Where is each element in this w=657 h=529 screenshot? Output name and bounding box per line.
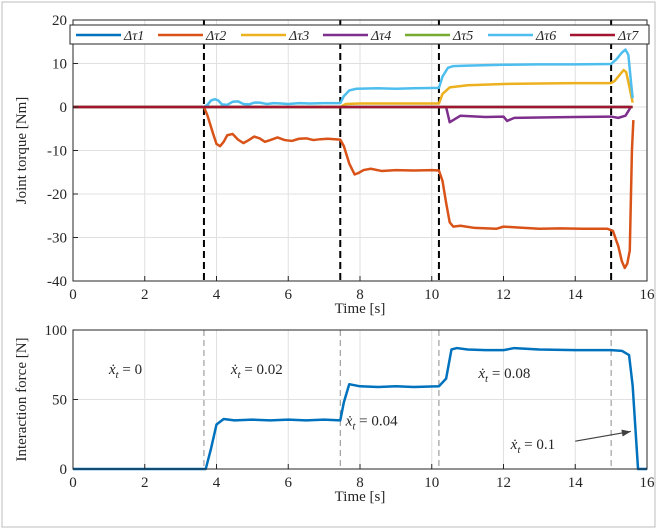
- rate-value: = 0.02: [241, 362, 283, 378]
- rate-subscript: t: [352, 420, 356, 432]
- x-tick-label: 16: [640, 475, 656, 491]
- rate-symbol: ẋ: [510, 437, 518, 453]
- rate-subscript: t: [485, 373, 489, 385]
- torque-legend: Δτ1 Δτ2 Δτ3 Δτ4 Δτ5 Δτ6 Δτ7: [69, 24, 650, 45]
- force-plot: 0 2 4 6 8 10 12 14 16 100 50 0 Interaction force […: [14, 323, 655, 505]
- legend-entry-7: Δτ7: [617, 29, 639, 44]
- y-tick-label: -10: [47, 144, 67, 160]
- force-x-label: Time [s]: [335, 489, 386, 505]
- rate-annotation: ẋt = 0.08: [477, 366, 530, 385]
- rate-symbol: ẋ: [108, 362, 116, 378]
- rate-symbol: ẋ: [230, 362, 238, 378]
- rate-symbol: ẋ: [345, 413, 353, 429]
- torque-y-ticks: 20 10 0 -10 -20 -30 -40: [47, 13, 78, 290]
- y-tick-label: -40: [47, 274, 67, 290]
- x-tick-label: 12: [496, 475, 511, 491]
- rate-value: = 0.04: [355, 413, 398, 429]
- legend-entry-5: Δτ5: [452, 29, 473, 44]
- series-line-4: [73, 105, 632, 124]
- force-series: [73, 346, 647, 471]
- x-tick-label: 16: [640, 287, 656, 303]
- y-tick-label: -30: [47, 231, 67, 247]
- legend-entry-3: Δτ3: [288, 29, 309, 44]
- legend-entry-6: Δτ6: [535, 29, 556, 44]
- series-line-3: [73, 68, 634, 109]
- legend-entry-4: Δτ4: [370, 29, 391, 44]
- x-tick-label: 10: [424, 475, 439, 491]
- rate-annotation: ẋt = 0.04: [345, 413, 398, 432]
- rate-symbol: ẋ: [477, 366, 485, 382]
- legend-entry-1: Δτ1: [123, 29, 144, 44]
- legend-entry-2: Δτ2: [205, 29, 226, 44]
- x-tick-label: 6: [285, 475, 293, 491]
- y-tick-label: 10: [52, 57, 67, 73]
- torque-plot: 0 2 4 6 8 10 12 14 16 20 10 0 -10 -20 -30 -40 Joint to…: [14, 13, 655, 317]
- force-y-ticks: 100 50 0: [45, 323, 78, 478]
- x-tick-label: 4: [213, 287, 221, 303]
- y-tick-label: 0: [60, 100, 68, 116]
- y-tick-label: 50: [52, 393, 67, 409]
- y-tick-label: 20: [52, 13, 67, 29]
- rate-subscript: t: [116, 369, 120, 381]
- rate-value: = 0.08: [488, 366, 530, 382]
- rate-value: = 0: [119, 362, 142, 378]
- y-tick-label: 100: [45, 323, 68, 339]
- x-tick-label: 10: [424, 287, 439, 303]
- annotation-arrow-line: [575, 430, 631, 442]
- force-phase-lines: [203, 330, 612, 469]
- x-tick-label: 6: [285, 287, 293, 303]
- x-tick-label: 14: [568, 287, 584, 303]
- force-y-label: Interaction force [N]: [14, 337, 30, 461]
- rate-subscript: t: [517, 444, 521, 456]
- torque-series: [73, 48, 635, 270]
- x-tick-label: 14: [568, 475, 584, 491]
- series-line-1: [73, 346, 647, 471]
- series-line-6: [203, 48, 634, 109]
- force-x-ticks: 0 2 4 6 8 10 12 14 16: [69, 464, 655, 491]
- rate-subscript: t: [238, 369, 242, 381]
- rate-annotation: ẋt = 0.02: [230, 362, 283, 381]
- series-line-2: [73, 105, 635, 270]
- x-tick-label: 2: [141, 475, 149, 491]
- y-tick-label: -20: [47, 187, 67, 203]
- torque-x-label: Time [s]: [335, 301, 386, 317]
- rate-annotation: ẋt = 0.1: [510, 437, 555, 456]
- x-tick-label: 0: [69, 475, 77, 491]
- rate-value: = 0.1: [520, 437, 555, 453]
- x-tick-label: 8: [356, 475, 364, 491]
- x-tick-label: 4: [213, 475, 221, 491]
- rate-annotation: ẋt = 0: [108, 362, 142, 381]
- x-tick-label: 12: [496, 287, 511, 303]
- y-tick-label: 0: [60, 462, 68, 478]
- x-tick-label: 8: [356, 287, 364, 303]
- annotation-arrow-head: [621, 429, 631, 437]
- x-tick-label: 0: [69, 287, 77, 303]
- torque-y-label: Joint torque [Nm]: [14, 97, 30, 204]
- x-tick-label: 2: [141, 287, 149, 303]
- torque-x-ticks: 0 2 4 6 8 10 12 14 16: [69, 276, 655, 303]
